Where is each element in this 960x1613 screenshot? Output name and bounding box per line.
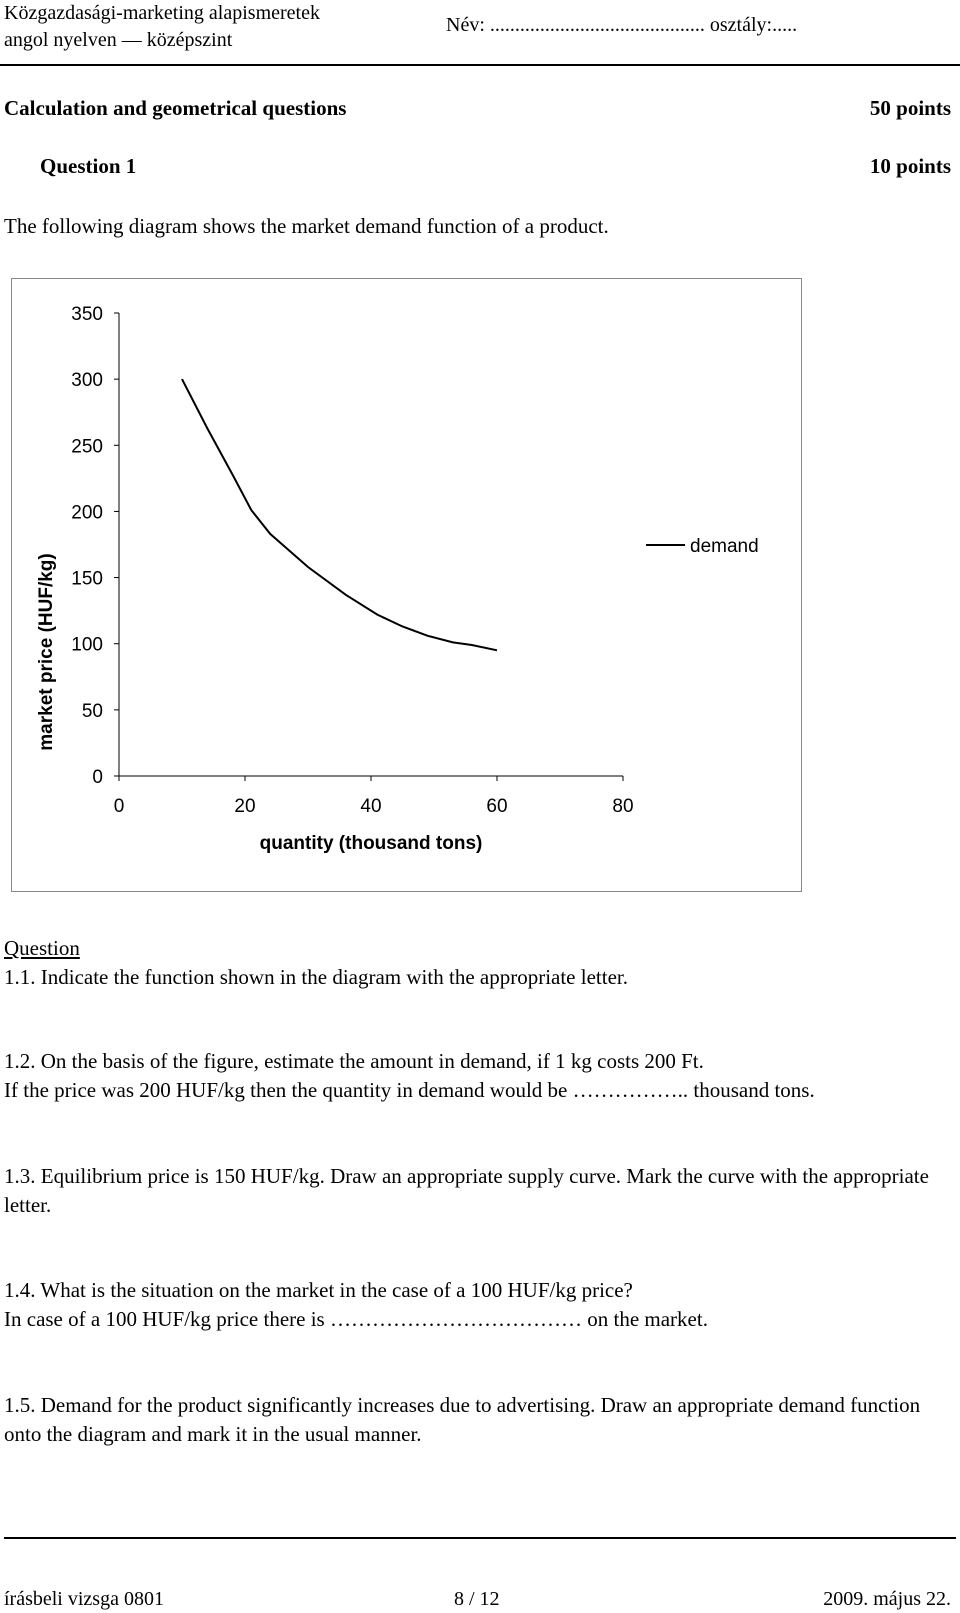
y-tick-label: 250 — [71, 436, 103, 457]
y-tick-label: 300 — [71, 370, 103, 391]
y-tick-label: 200 — [71, 502, 103, 523]
legend-label: demand — [690, 536, 759, 557]
x-tick-label: 40 — [360, 796, 381, 817]
exam-level: angol nyelven — középszint — [4, 29, 233, 51]
question-title: Question 1 — [40, 154, 137, 178]
exam-subject: Közgazdasági-marketing alapismeretek — [4, 2, 320, 24]
tasks-heading: Question — [4, 934, 954, 963]
exam-header-title: Közgazdasági-marketing alapismeretek ang… — [4, 0, 320, 54]
x-tick-label: 0 — [114, 796, 125, 817]
x-ticks: 0 20 40 60 80 — [114, 776, 634, 817]
footer-date: 2009. május 22. — [823, 1588, 951, 1610]
footer-divider — [4, 1537, 956, 1539]
header-divider — [0, 64, 960, 66]
y-tick-label: 100 — [71, 635, 103, 656]
demand-chart-svg: 0 50 100 150 200 250 300 350 0 20 40 60 80 market p… — [36, 304, 759, 854]
task-1-3: 1.3. Equilibrium price is 150 HUF/kg. Dr… — [4, 1164, 929, 1217]
task-1-4-answer-line: In case of a 100 HUF/kg price there is …… — [4, 1307, 708, 1331]
task-1-2-answer-line: If the price was 200 HUF/kg then the qua… — [4, 1078, 815, 1102]
task-1-4-question: 1.4. What is the situation on the market… — [4, 1278, 633, 1302]
y-tick-label: 0 — [92, 767, 103, 788]
y-tick-label: 350 — [71, 304, 103, 325]
question-intro: The following diagram shows the market d… — [4, 214, 609, 238]
y-tick-label: 50 — [82, 701, 103, 722]
section-title: Calculation and geometrical questions — [4, 96, 347, 120]
task-1-2-question: 1.2. On the basis of the figure, estimat… — [4, 1049, 704, 1073]
x-tick-label: 60 — [486, 796, 507, 817]
legend: demand — [646, 536, 759, 557]
task-1-5: 1.5. Demand for the product significantl… — [4, 1393, 921, 1446]
tasks-heading-text: Question — [4, 936, 80, 960]
y-axis-label: market price (HUF/kg) — [36, 553, 57, 750]
x-axis-label: quantity (thousand tons) — [260, 833, 483, 854]
footer-exam-code: írásbeli vizsga 0801 — [4, 1588, 164, 1610]
task-1-1: 1.1. Indicate the function shown in the … — [4, 965, 628, 989]
y-ticks: 0 50 100 150 200 250 300 350 — [71, 304, 119, 788]
x-tick-label: 20 — [234, 796, 255, 817]
footer-page-number: 8 / 12 — [454, 1588, 500, 1610]
x-tick-label: 80 — [612, 796, 633, 817]
question-points: 10 points — [869, 154, 951, 178]
demand-curve — [181, 378, 498, 652]
y-tick-label: 150 — [71, 569, 103, 590]
demand-chart: 0 50 100 150 200 250 300 350 0 20 40 60 80 market p… — [11, 278, 802, 892]
name-class-field: Név: ...................................… — [446, 14, 798, 36]
section-points: 50 points — [869, 96, 951, 120]
